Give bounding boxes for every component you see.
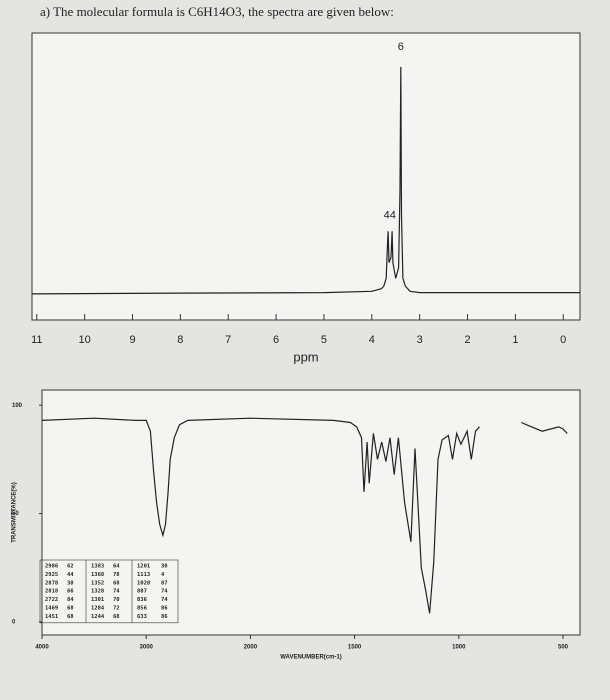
peak-table-cell: 68 — [67, 606, 74, 612]
peak-table-cell: 1028 — [137, 580, 150, 586]
peak-table-cell: 86 — [161, 614, 168, 620]
peak-table-cell: 68 — [113, 614, 120, 620]
page-title: a) The molecular formula is C6H14O3, the… — [40, 4, 394, 19]
peak-table-cell: 78 — [113, 572, 120, 578]
peak-table-cell: 84 — [67, 597, 74, 603]
peak-table-cell: 2986 — [45, 564, 59, 570]
ir-frame — [41, 389, 581, 636]
x-tick-label: 10 — [79, 334, 91, 346]
x-tick-label: 1 — [512, 334, 518, 346]
peak-table-cell: 1352 — [91, 580, 104, 586]
peak-table-cell: 1469 — [45, 606, 58, 612]
x-axis-label: WAVENUMBER(cm-1) — [280, 655, 342, 661]
peak-table-cell: 1201 — [137, 564, 151, 570]
peak-table-cell: 887 — [137, 589, 147, 595]
x-tick-label: 3000 — [140, 645, 154, 651]
peak-annotation: 4 — [384, 210, 390, 222]
x-tick-label: 4000 — [35, 645, 49, 651]
peak-table-cell: 4 — [161, 572, 165, 578]
spectrum-line — [41, 417, 568, 614]
peak-table-cell: 87 — [161, 580, 168, 586]
y-tick-label: 50 — [12, 511, 19, 517]
x-tick-label: 3 — [417, 334, 423, 346]
peak-table-cell: 1368 — [91, 572, 104, 578]
peak-table-cell: 2722 — [45, 597, 58, 603]
y-tick-label: 0 — [12, 620, 16, 626]
peak-table-cell: 1284 — [91, 606, 105, 612]
peak-table-cell: 633 — [137, 614, 147, 620]
peak-table-cell: 68 — [67, 614, 74, 620]
peak-table-cell: 72 — [113, 606, 120, 612]
peak-table-cell: 2878 — [45, 580, 58, 586]
peak-table-cell: 30 — [161, 564, 168, 570]
x-tick-label: 8 — [177, 334, 183, 346]
peak-table-cell: 2925 — [45, 572, 58, 578]
peak-table-cell: 86 — [161, 606, 168, 612]
x-tick-label: 500 — [558, 645, 569, 651]
peak-table-cell: 64 — [113, 564, 120, 570]
peak-table-cell: 68 — [113, 580, 120, 586]
peak-table-cell: 1451 — [45, 614, 59, 620]
y-tick-label: 100 — [12, 403, 23, 409]
peak-table-cell: 74 — [161, 589, 168, 595]
peak-table-cell: 66 — [67, 589, 74, 595]
peak-table-cell: 856 — [137, 606, 148, 612]
x-tick-label: 11 — [31, 334, 42, 346]
peak-table-cell: 70 — [113, 597, 120, 603]
x-tick-label: 7 — [225, 334, 231, 346]
x-tick-label: 1500 — [348, 645, 362, 651]
nmr-frame — [31, 32, 581, 321]
peak-table-cell: 38 — [67, 580, 74, 586]
x-tick-label: 5 — [321, 334, 327, 346]
x-tick-label: 6 — [273, 334, 279, 346]
peak-table-cell: 1113 — [137, 572, 150, 578]
peak-table-frame — [39, 559, 179, 624]
spectrum-line — [31, 66, 580, 295]
x-tick-label: 9 — [129, 334, 135, 346]
peak-table-cell: 2818 — [45, 589, 58, 595]
peak-table-cell: 74 — [161, 597, 168, 603]
peak-table-cell: 836 — [137, 597, 148, 603]
peak-annotation: 4 — [390, 210, 396, 222]
y-axis-label: TRANSMITTANCE(%) — [12, 482, 18, 543]
peak-table-cell: 44 — [67, 572, 74, 578]
x-tick-label: 2 — [464, 334, 470, 346]
x-tick-label: 1000 — [452, 645, 466, 651]
peak-table-cell: 74 — [113, 589, 120, 595]
x-tick-label: 0 — [560, 334, 566, 346]
peak-table-cell: 1328 — [91, 589, 104, 595]
peak-table-cell: 62 — [67, 564, 74, 570]
peak-table-cell: 1383 — [91, 564, 104, 570]
peak-annotation: 6 — [398, 41, 404, 53]
x-tick-label: 4 — [369, 334, 375, 346]
peak-table-cell: 1244 — [91, 614, 105, 620]
x-tick-label: 2000 — [244, 645, 258, 651]
peak-table-cell: 1301 — [91, 597, 105, 603]
x-axis-label: ppm — [293, 349, 318, 364]
